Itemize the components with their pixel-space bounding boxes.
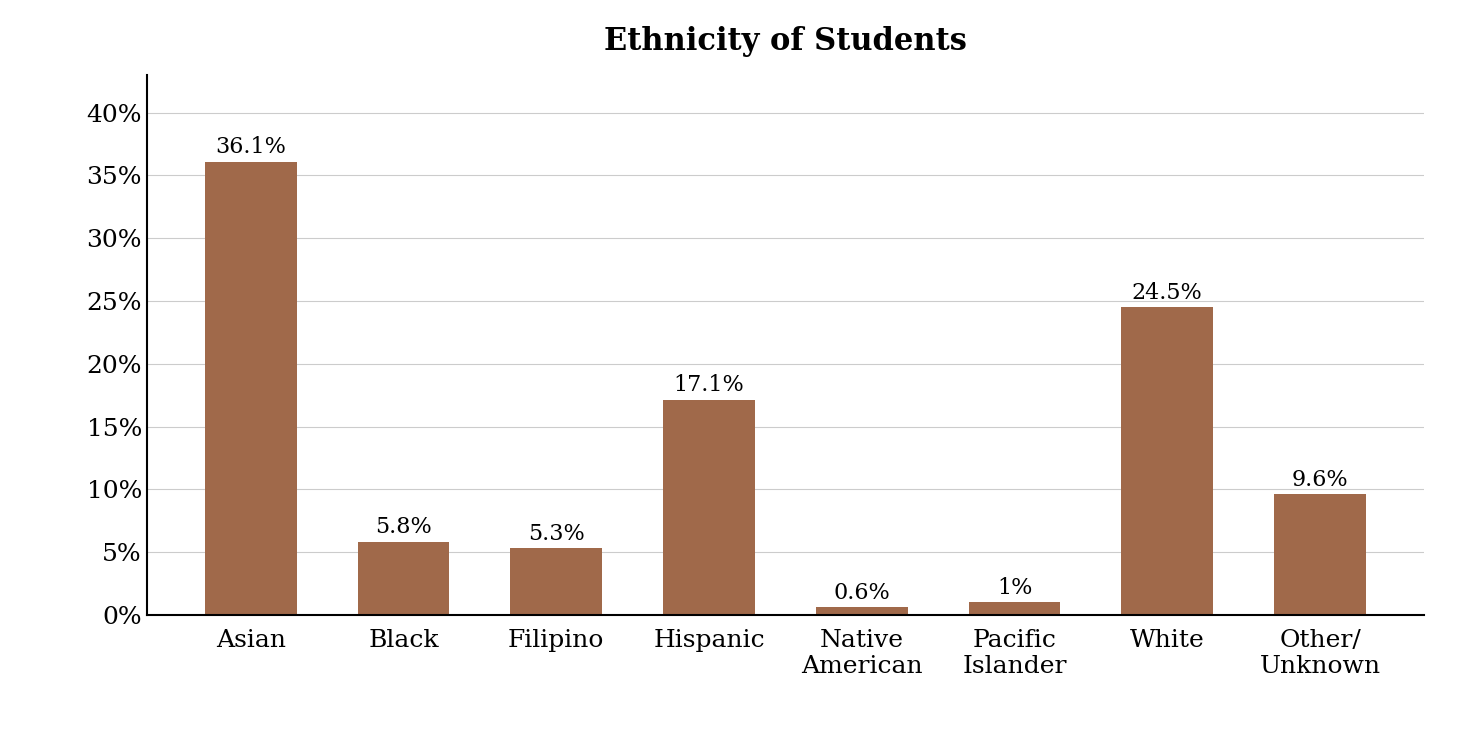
Bar: [511, 548, 602, 615]
Text: 36.1%: 36.1%: [216, 136, 286, 158]
Bar: [664, 400, 755, 615]
Text: 9.6%: 9.6%: [1292, 469, 1349, 490]
Bar: [206, 162, 297, 615]
Bar: [816, 608, 907, 615]
Text: 0.6%: 0.6%: [834, 582, 890, 604]
Text: 1%: 1%: [997, 577, 1032, 598]
Bar: [969, 602, 1060, 615]
Bar: [1274, 494, 1365, 615]
Text: 5.3%: 5.3%: [528, 523, 584, 544]
Text: 17.1%: 17.1%: [674, 374, 744, 397]
Text: 5.8%: 5.8%: [376, 517, 432, 538]
Bar: [358, 542, 449, 615]
Text: 24.5%: 24.5%: [1132, 281, 1202, 304]
Title: Ethnicity of Students: Ethnicity of Students: [603, 26, 967, 57]
Bar: [1122, 308, 1213, 615]
